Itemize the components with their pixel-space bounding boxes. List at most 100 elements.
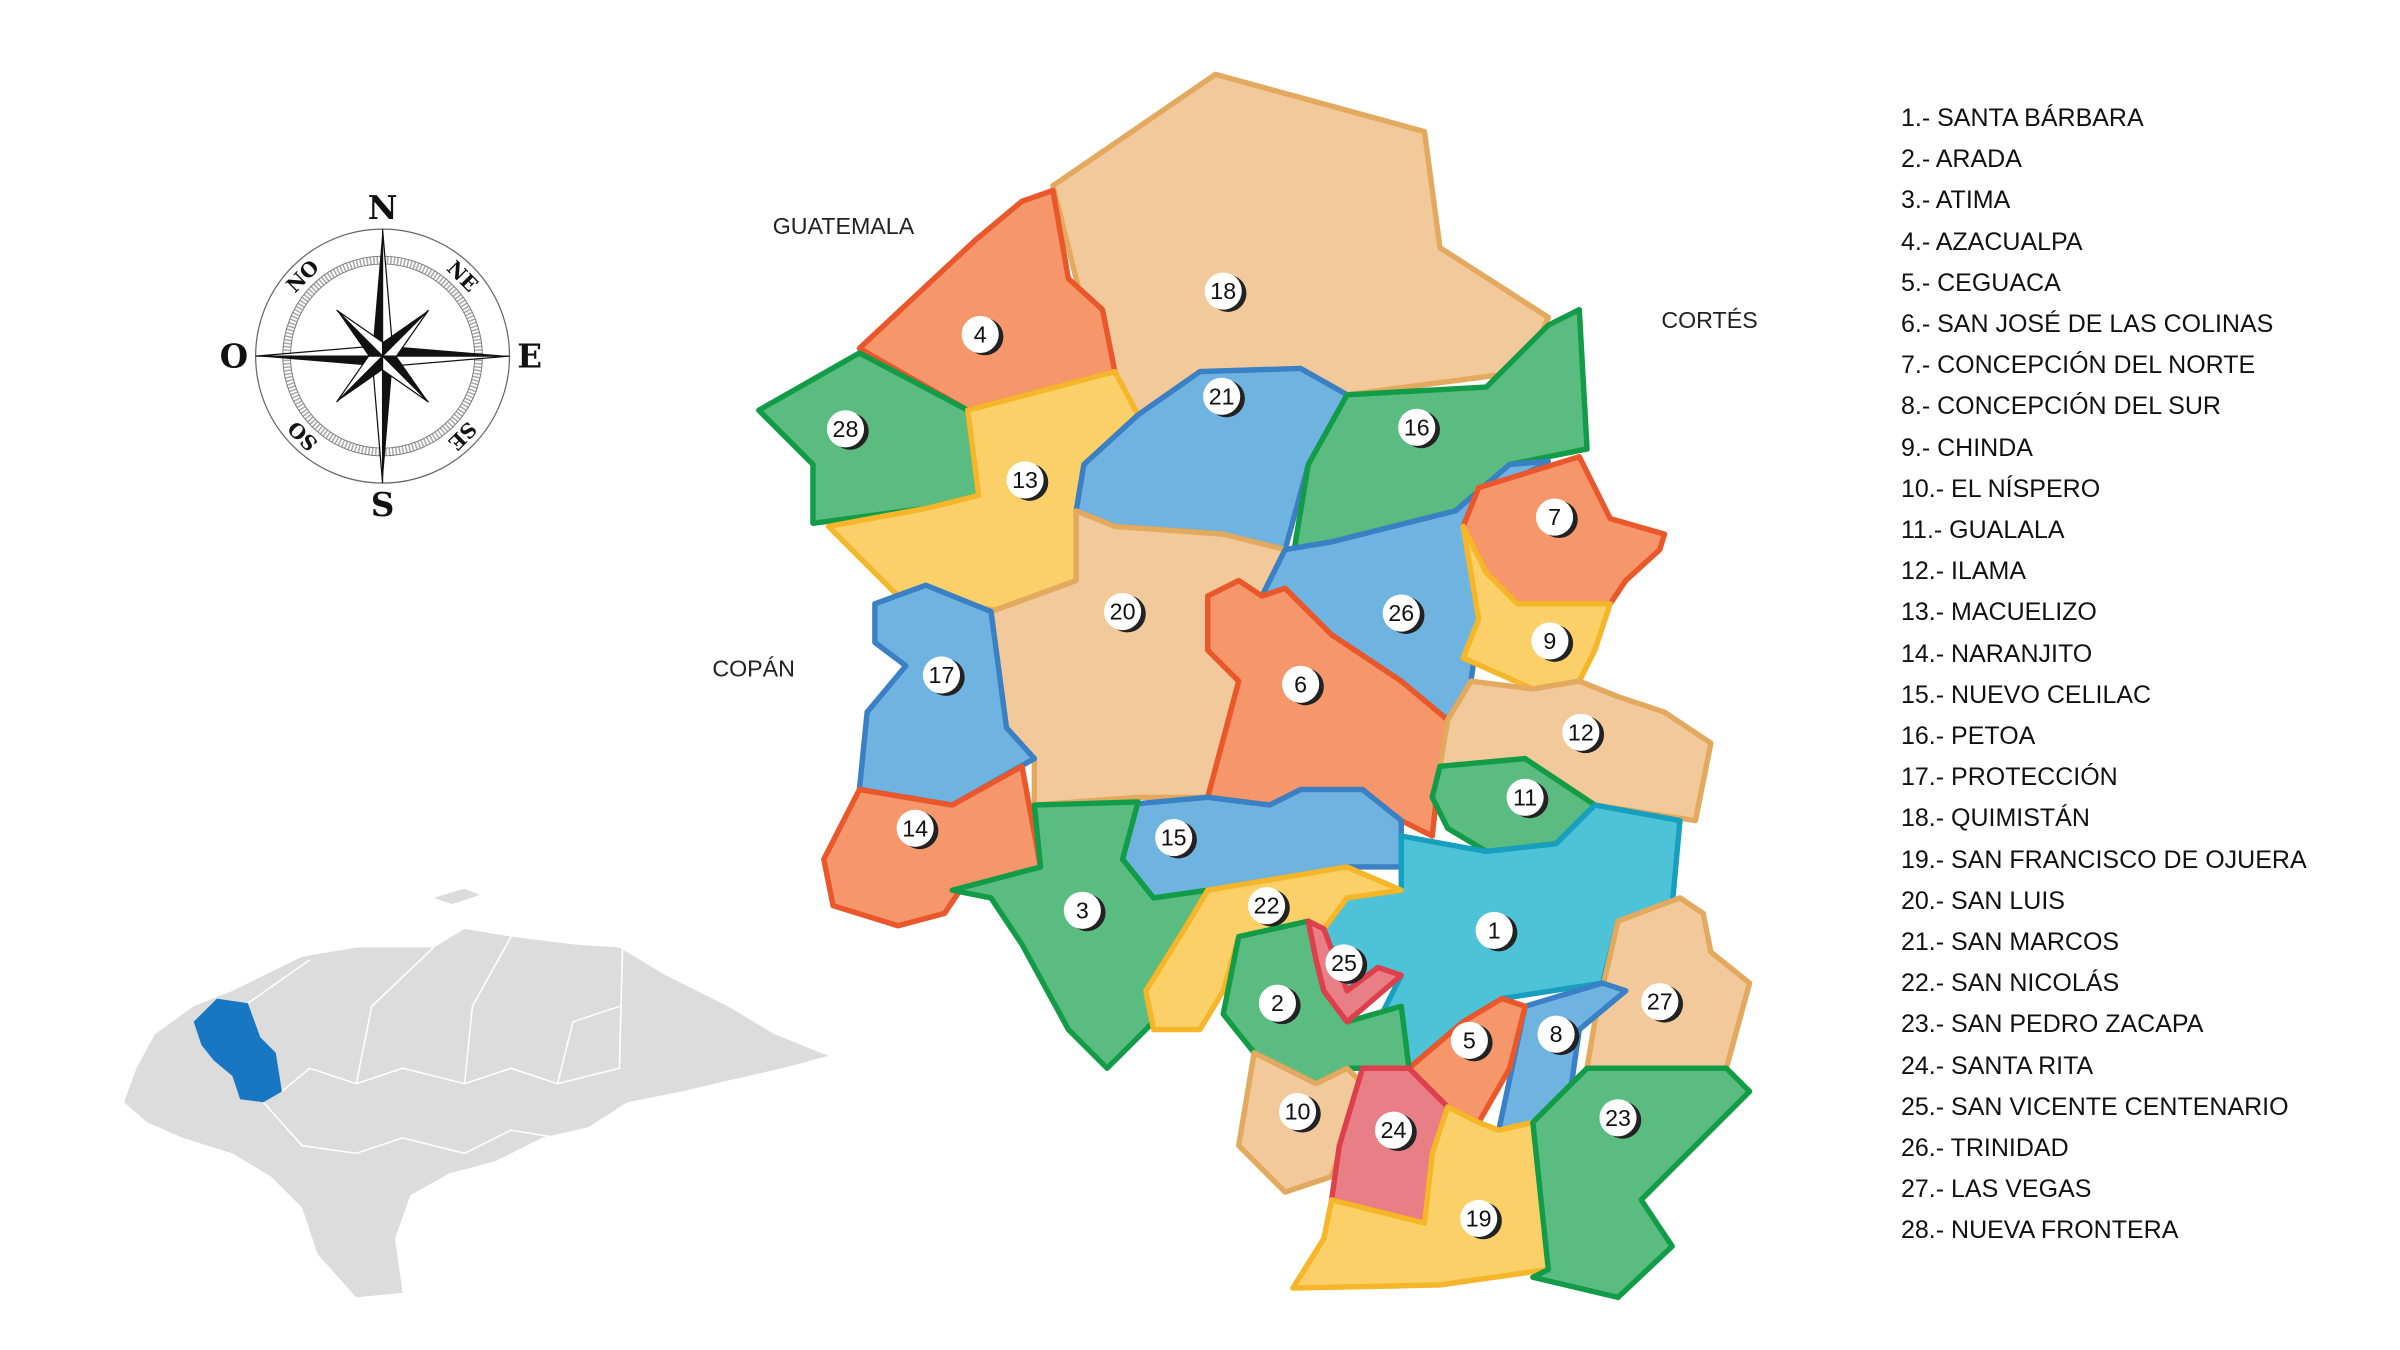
marker-circle: [1531, 622, 1569, 660]
municipality-number: 2: [1271, 990, 1284, 1016]
municipality-marker: 11: [1506, 778, 1549, 819]
municipality-number: 26: [1388, 600, 1414, 626]
marker-circle: [1374, 1111, 1413, 1149]
municipality-number: 15: [1161, 825, 1187, 851]
legend-item: 26.- TRINIDAD: [1901, 1134, 2069, 1163]
legend-item: 25.- SAN VICENTE CENTENARIO: [1901, 1092, 2289, 1121]
legend-item: 12.- ILAMA: [1901, 557, 2027, 586]
legend-item: 18.- QUIMISTÁN: [1901, 804, 2090, 833]
municipality-marker: 16: [1398, 408, 1440, 449]
compass-s: S: [371, 485, 394, 524]
marker-circle: [922, 656, 961, 694]
municipality-marker: 26: [1382, 594, 1425, 634]
municipality-number: 12: [1568, 719, 1594, 745]
legend-item: 5.- CEGUACA: [1901, 268, 2061, 297]
municipality-number: 18: [1210, 278, 1236, 304]
legend-item: 3.- ATIMA: [1901, 186, 2011, 215]
municipality-marker: 10: [1278, 1093, 1321, 1133]
municipality-marker: 18: [1204, 272, 1247, 312]
municipality-marker: 22: [1247, 887, 1290, 927]
legend-item: 15.- NUEVO CELILAC: [1901, 680, 2152, 709]
legend-item: 17.- PROTECCIÓN: [1901, 763, 2118, 792]
inset-honduras-land: [124, 928, 829, 1298]
municipality-9[interactable]: [1460, 523, 1613, 692]
legend-item: 24.- SANTA RITA: [1901, 1051, 2094, 1080]
municipality-marker: 27: [1641, 983, 1684, 1023]
marker-circle: [1006, 461, 1044, 499]
marker-circle: [1562, 713, 1600, 751]
marker-circle: [1258, 984, 1296, 1022]
municipality-18[interactable]: [1050, 71, 1552, 418]
municipality-marker: 14: [896, 809, 939, 850]
municipality-12[interactable]: [1437, 678, 1714, 824]
municipality-6[interactable]: [1205, 577, 1451, 839]
legend-item: 11.- GUALALA: [1901, 516, 2065, 545]
municipality-number: 4: [974, 321, 987, 347]
legend-item: 16.- PETOA: [1901, 722, 2036, 751]
municipality-number: 19: [1466, 1205, 1492, 1231]
legend-item: 4.- AZACUALPA: [1901, 227, 2083, 256]
marker-circle: [1398, 408, 1436, 446]
municipality-marker: 17: [922, 656, 965, 696]
municipality-number: 5: [1463, 1027, 1476, 1053]
marker-circle: [1506, 778, 1544, 816]
municipality-marker: 15: [1155, 818, 1197, 859]
marker-circle: [1155, 818, 1193, 857]
municipality-regions: [756, 71, 1753, 1301]
marker-circle: [961, 315, 999, 353]
legend-item: 1.- SANTA BÁRBARA: [1901, 104, 2144, 132]
municipality-legend: 1.- SANTA BÁRBARA 2.- ARADA 3.- ATIMA 4.- A…: [1901, 98, 2307, 1252]
marker-circle: [1282, 665, 1320, 703]
municipality-number: 10: [1285, 1099, 1311, 1125]
municipality-marker: 4: [961, 315, 1004, 356]
municipality-marker: 6: [1282, 665, 1324, 706]
municipality-marker: 8: [1537, 1015, 1580, 1056]
legend-item: 23.- SAN PEDRO ZACAPA: [1901, 1010, 2204, 1039]
municipality-number: 9: [1543, 628, 1556, 654]
legend-item: 7.- CONCEPCIÓN DEL NORTE: [1901, 351, 2256, 380]
municipality-marker: 1: [1475, 911, 1518, 952]
marker-circle: [1599, 1099, 1637, 1137]
municipality-number: 3: [1076, 897, 1089, 923]
municipality-marker: 9: [1531, 622, 1574, 662]
municipality-number: 6: [1294, 671, 1307, 697]
municipality-23[interactable]: [1530, 1065, 1753, 1301]
legend-item: 28.- NUEVA FRONTERA: [1901, 1216, 2179, 1245]
marker-circle: [1247, 887, 1286, 925]
municipality-marker: 19: [1460, 1199, 1502, 1240]
label-cortes: CORTÉS: [1661, 307, 1757, 333]
municipality-14[interactable]: [821, 763, 1044, 929]
compass-o: O: [220, 337, 248, 376]
municipality-27[interactable]: [1584, 895, 1753, 1071]
municipality-number: 20: [1110, 599, 1136, 625]
municipality-marker: 28: [826, 410, 869, 450]
label-guatemala: GUATEMALA: [773, 213, 915, 239]
inset-highlight-santa-barbara: [193, 998, 282, 1103]
legend-item: 27.- LAS VEGAS: [1901, 1175, 2092, 1204]
marker-circle: [1450, 1021, 1488, 1059]
compass-ne: NE: [442, 256, 483, 297]
legend-item: 14.- NARANJITO: [1901, 639, 2093, 668]
legend-item: 21.- SAN MARCOS: [1901, 928, 2120, 957]
legend-item: 20.- SAN LUIS: [1901, 886, 2065, 915]
municipality-number: 21: [1209, 383, 1235, 409]
marker-circle: [1475, 911, 1513, 950]
municipality-number: 23: [1605, 1105, 1631, 1131]
municipality-marker: 21: [1203, 377, 1245, 418]
legend-item: 9.- CHINDA: [1901, 433, 2033, 462]
municipality-number: 27: [1647, 989, 1673, 1015]
legend-item: 6.- SAN JOSÉ DE LAS COLINAS: [1901, 310, 2274, 339]
inset-bay-islands: [433, 888, 481, 905]
municipality-number: 28: [833, 416, 859, 442]
marker-circle: [1537, 1015, 1575, 1053]
municipality-19[interactable]: [1290, 1104, 1552, 1291]
legend-item: 8.- CONCEPCIÓN DEL SUR: [1901, 392, 2221, 421]
municipality-marker: 25: [1325, 944, 1368, 984]
municipality-marker: 12: [1562, 713, 1605, 754]
label-copan: COPÁN: [712, 656, 795, 682]
legend-item: 22.- SAN NICOLÁS: [1901, 969, 2120, 998]
marker-circle: [1063, 891, 1101, 929]
municipality-number: 14: [902, 815, 928, 841]
